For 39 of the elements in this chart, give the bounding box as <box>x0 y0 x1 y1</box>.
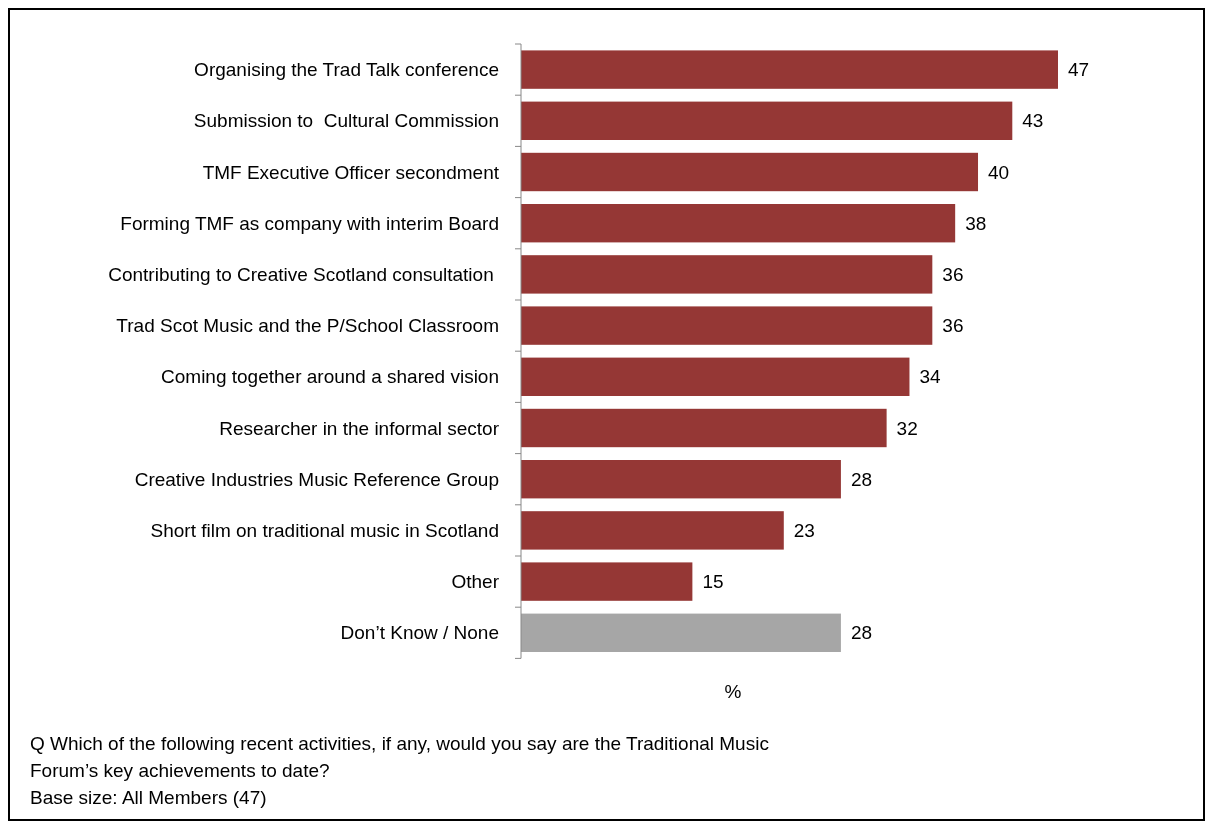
data-label: 36 <box>942 315 964 337</box>
bar <box>521 50 1058 89</box>
y-tick-label: Researcher in the informal sector <box>219 417 500 439</box>
y-tick-label: Coming together around a shared vision <box>161 366 499 388</box>
data-label: 32 <box>896 417 918 439</box>
data-label: 38 <box>965 212 987 234</box>
bar <box>521 562 693 601</box>
bar <box>521 613 841 652</box>
y-tick-label: Contributing to Creative Scotland consultation <box>108 264 499 286</box>
data-label: 40 <box>988 161 1010 183</box>
y-tick-label: Submission to Cultural Commission <box>193 110 499 132</box>
data-label: 36 <box>942 264 964 286</box>
data-label: 23 <box>793 520 815 542</box>
bar <box>521 152 979 192</box>
x-axis-title: % <box>724 681 742 702</box>
y-tick-label: Organising the Trad Talk conference <box>194 59 499 81</box>
y-tick-label: Creative Industries Music Reference Group <box>134 468 499 490</box>
data-label: 34 <box>919 366 942 388</box>
bar <box>521 511 784 550</box>
bar <box>521 408 887 448</box>
y-tick-label: TMF Executive Officer secondment <box>202 161 500 183</box>
data-label: 28 <box>850 622 873 644</box>
y-tick-label: Don’t Know / None <box>340 622 499 644</box>
y-tick-label: Trad Scot Music and the P/School Classroom <box>116 315 499 337</box>
data-label: 47 <box>1068 59 1090 81</box>
data-label: 43 <box>1022 110 1044 132</box>
bar <box>521 460 841 499</box>
bar <box>521 255 933 294</box>
y-tick-label: Other <box>451 571 500 593</box>
bar <box>521 357 910 396</box>
data-label: 28 <box>850 468 873 490</box>
bar <box>521 204 956 243</box>
text: Q Which of the following recent activities, if any, would you say are the Traditional Music Forum’s key achievements to date? <box>30 732 770 783</box>
bar <box>521 306 933 345</box>
y-tick-label: Forming TMF as company with interim Board <box>120 212 499 234</box>
y-tick-label: Short film on traditional music in Scotland <box>150 520 499 542</box>
text: Base size: All Members (47) <box>30 786 268 810</box>
data-label: 15 <box>702 571 724 593</box>
bar <box>521 101 1013 140</box>
